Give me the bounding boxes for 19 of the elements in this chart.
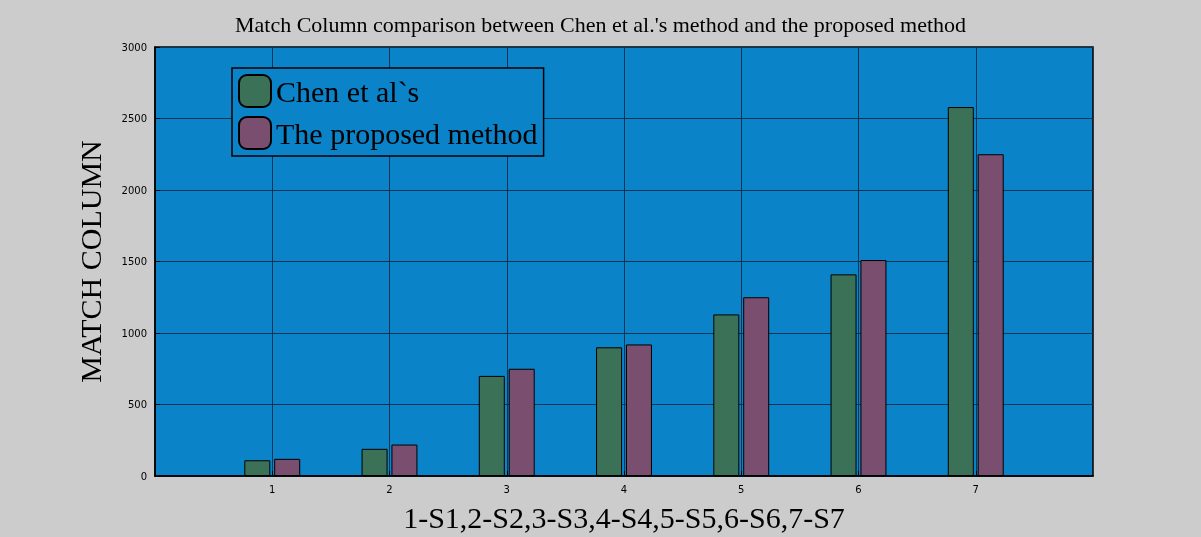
x-tick-label: 3 [503, 483, 510, 495]
x-tick-label: 5 [738, 483, 745, 495]
x-tick-label: 1 [269, 483, 276, 495]
y-tick-label: 1500 [121, 256, 147, 267]
x-tick-label: 2 [386, 483, 393, 495]
y-tick-label: 2500 [121, 113, 147, 124]
legend-label: The proposed method [276, 116, 538, 150]
y-tick-label: 2000 [121, 184, 147, 196]
x-axis-title: 1-S1,2-S2,3-S3,4-S4,5-S5,6-S6,7-S7 [403, 500, 845, 534]
y-axis-title: MATCH COLUMN [73, 140, 107, 383]
y-tick-label: 0 [140, 470, 147, 482]
legend-label: Chen et al`s [276, 74, 420, 108]
y-tick-label: 1000 [121, 327, 147, 339]
x-tick-label: 6 [855, 483, 862, 495]
y-tick-label: 500 [127, 399, 147, 410]
x-tick-label: 7 [972, 483, 979, 495]
x-tick-label: 4 [620, 483, 628, 495]
chart-title: Match Column comparison between Chen et al.'s method and the proposed method [234, 11, 967, 37]
y-tick-label: 3000 [121, 41, 147, 53]
